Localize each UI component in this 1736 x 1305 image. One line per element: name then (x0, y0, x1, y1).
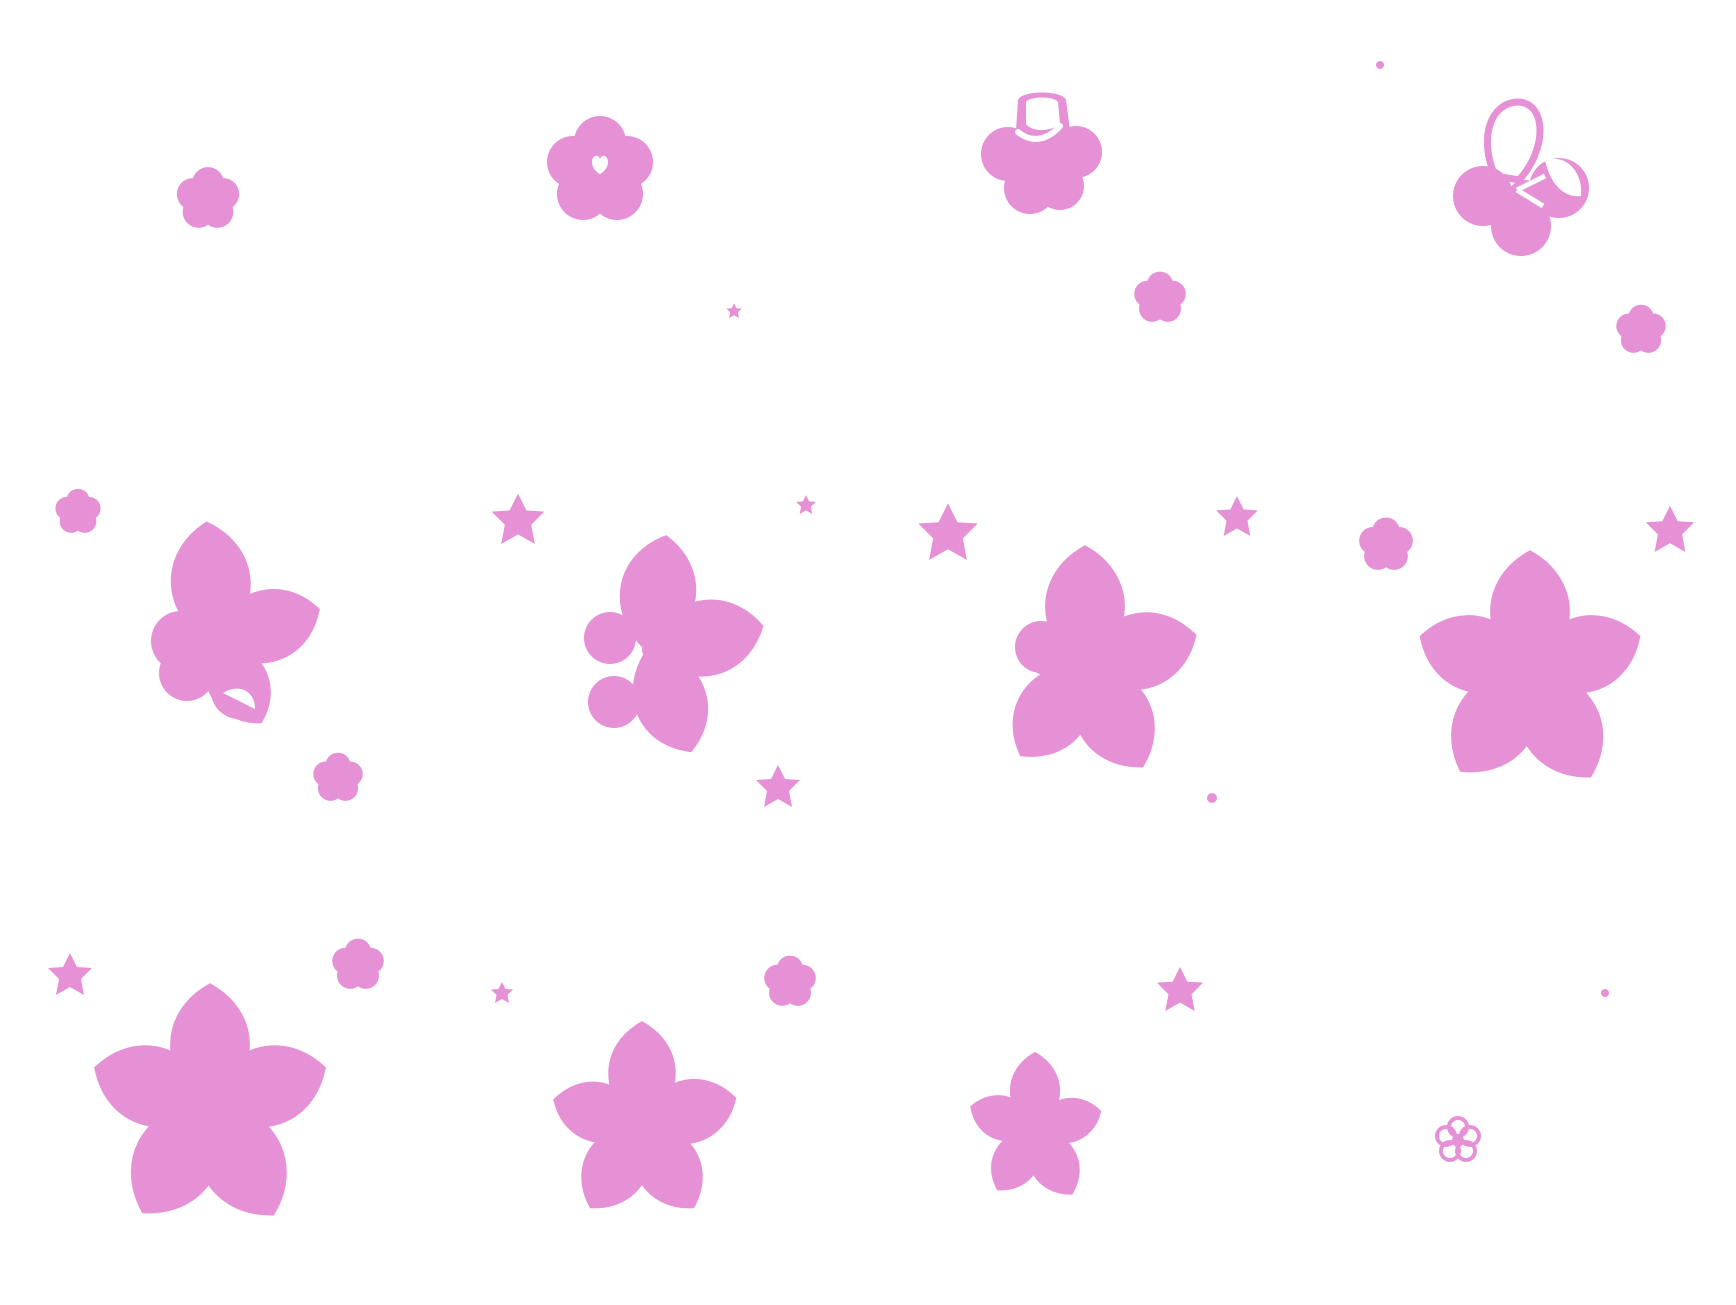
filled-flower-1 (176, 167, 240, 228)
small-star (796, 495, 816, 514)
outline-flower-4 (584, 534, 767, 761)
filled-flower-3 (981, 92, 1102, 214)
outline-flower-medium (548, 1024, 741, 1221)
outline-flower-tiny (1435, 1116, 1481, 1162)
outline-flower-5 (151, 523, 326, 734)
small-star (726, 303, 742, 318)
small-blossom (313, 752, 363, 801)
filled-flower-4 (1453, 98, 1589, 256)
dot (1207, 793, 1217, 803)
small-blossom (55, 488, 101, 533)
small-blossom (1645, 505, 1695, 552)
outline-flower-small (963, 1052, 1107, 1206)
small-star (491, 982, 513, 1003)
outline-flower-1-large (87, 987, 333, 1230)
outline-flower-2 (1413, 554, 1647, 792)
small-blossom (918, 503, 978, 560)
small-blossom (1616, 304, 1666, 353)
small-blossom (1216, 496, 1258, 536)
small-blossom (764, 955, 816, 1006)
filled-flower-2 (547, 116, 653, 220)
small-blossom (48, 953, 92, 995)
dot (1376, 61, 1384, 69)
outline-flower-3 (996, 549, 1202, 781)
small-blossom (1134, 271, 1186, 322)
small-blossom (332, 938, 384, 989)
dot (1601, 989, 1609, 997)
small-blossom (491, 493, 545, 544)
small-blossom (1359, 517, 1413, 570)
small-blossom (756, 765, 800, 807)
small-blossom (1156, 966, 1204, 1011)
